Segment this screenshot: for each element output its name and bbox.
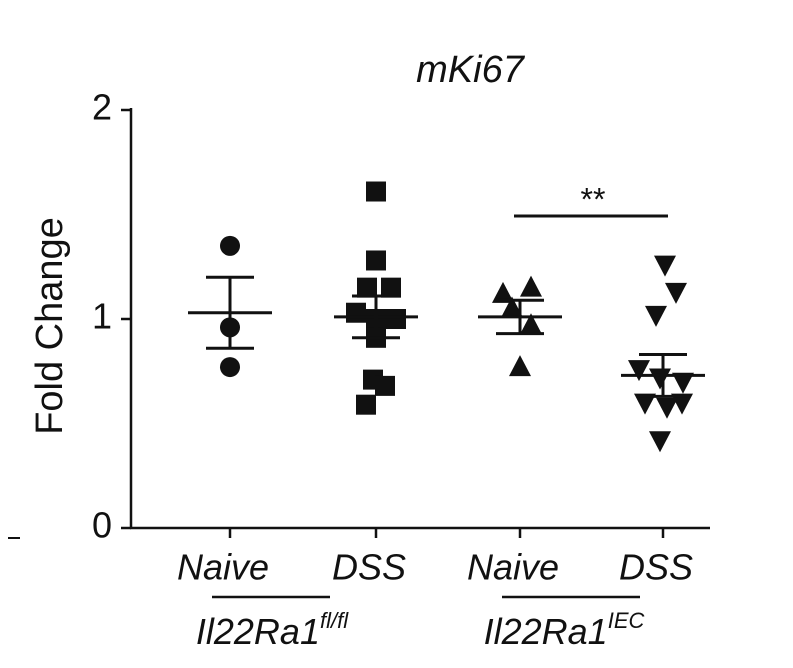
data-point xyxy=(665,282,687,304)
data-point xyxy=(220,357,240,378)
y-axis-label: Fold Change xyxy=(29,217,71,435)
data-point xyxy=(492,281,514,303)
data-point xyxy=(634,393,656,415)
y-tick-label: 2 xyxy=(92,87,112,128)
x-tick-label: Naive xyxy=(467,547,559,588)
group-label: Il22Ra1IEC xyxy=(484,608,645,652)
data-point xyxy=(649,368,671,390)
data-point xyxy=(375,375,395,396)
data-point xyxy=(356,394,376,415)
data-point xyxy=(649,431,671,453)
data-point xyxy=(386,309,406,329)
data-point xyxy=(366,250,386,271)
y-tick-label: 1 xyxy=(92,296,112,337)
data-point xyxy=(501,296,523,318)
data-point xyxy=(520,275,542,297)
group-label-superscript: IEC xyxy=(608,608,645,633)
data-point xyxy=(381,277,401,298)
data-point xyxy=(509,355,531,377)
data-point xyxy=(645,305,667,327)
y-tick-label: 0 xyxy=(92,505,112,546)
group-label-main: Il22Ra1 xyxy=(484,611,608,652)
data-point xyxy=(654,255,676,277)
significance-label: ** xyxy=(581,181,606,217)
group-label-superscript: fl/fl xyxy=(320,608,349,633)
data-point xyxy=(357,277,377,298)
x-tick-label: DSS xyxy=(332,547,406,588)
data-point xyxy=(672,372,694,394)
x-tick-label: Naive xyxy=(177,547,269,588)
data-point xyxy=(671,393,693,415)
data-point xyxy=(366,181,386,202)
group-label-main: Il22Ra1 xyxy=(196,611,320,652)
data-point xyxy=(656,397,678,419)
x-tick-label: DSS xyxy=(619,547,693,588)
data-point xyxy=(628,360,650,382)
chart-title: mKi67 xyxy=(416,49,526,91)
data-point xyxy=(346,302,366,323)
data-point xyxy=(520,313,542,335)
group-label: Il22Ra1fl/fl xyxy=(196,608,349,652)
data-point xyxy=(220,235,240,256)
